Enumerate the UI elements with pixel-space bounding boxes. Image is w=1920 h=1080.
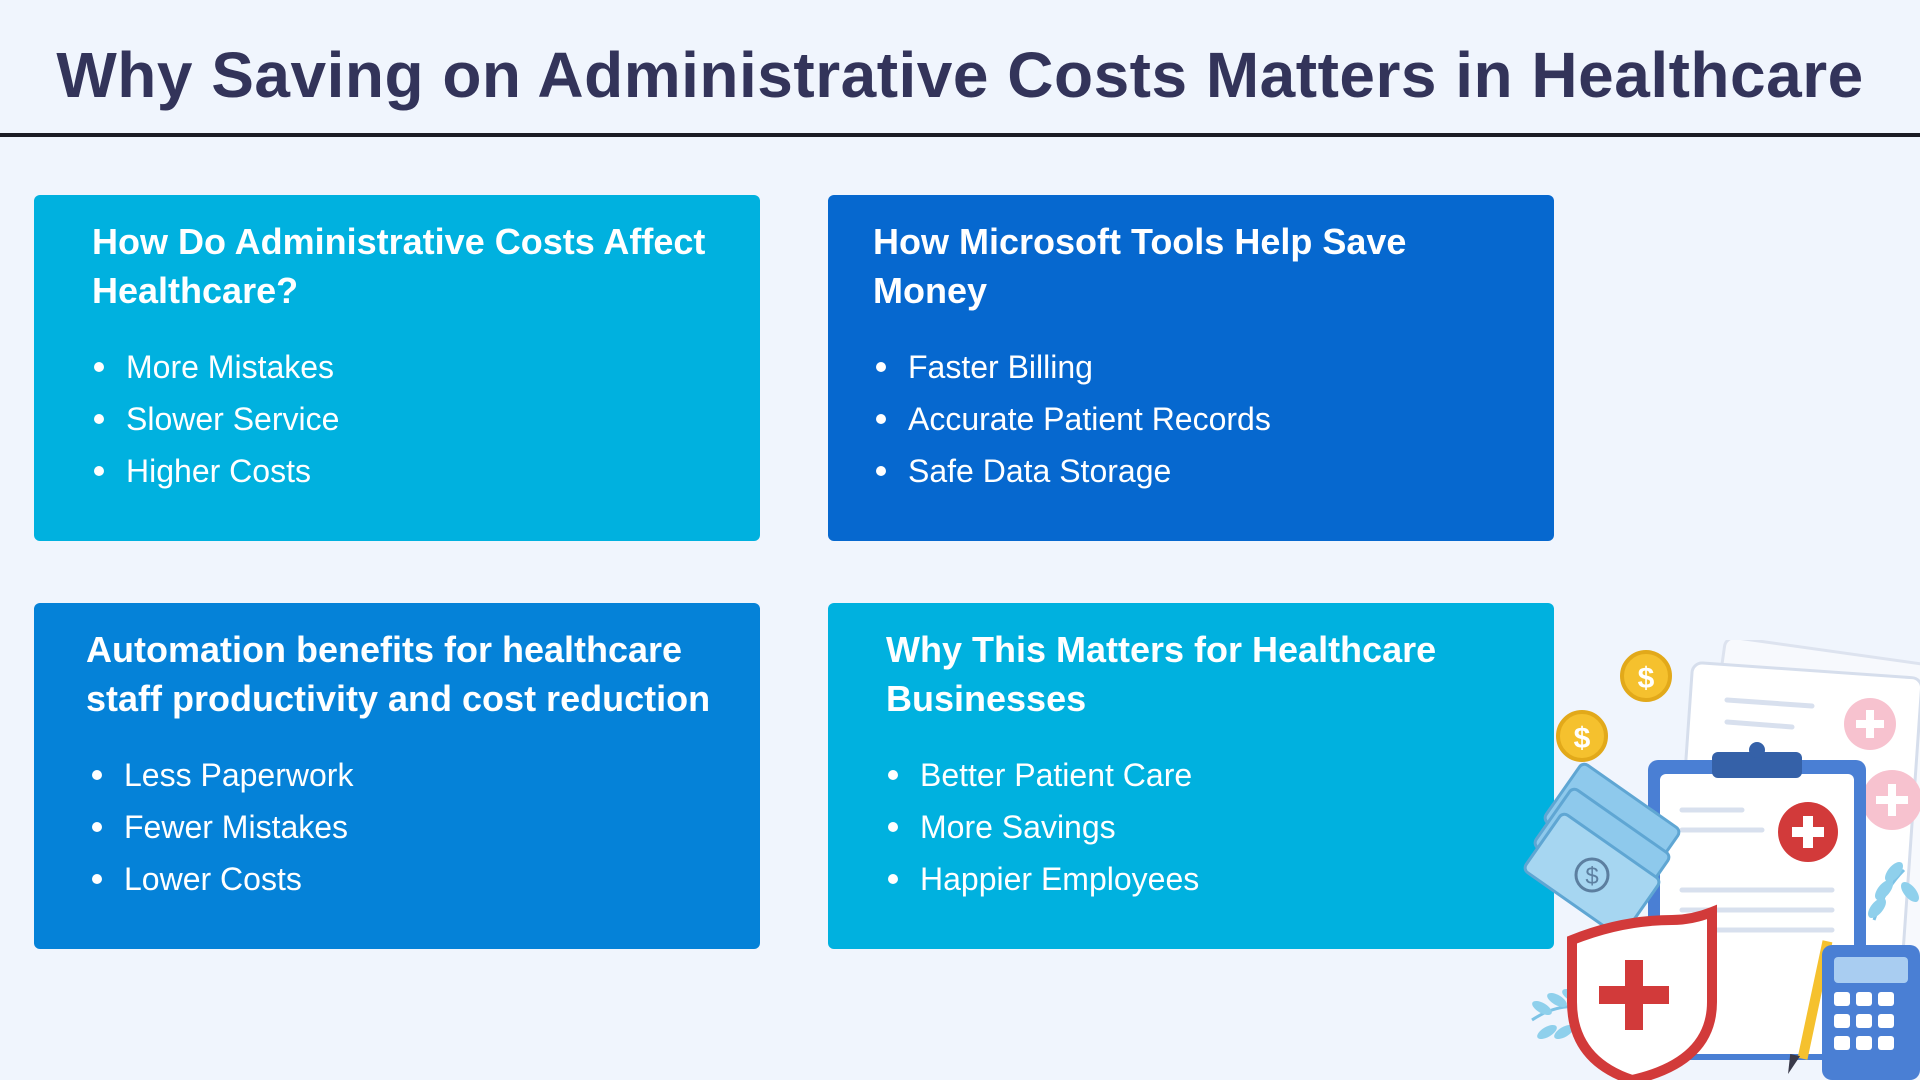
list-item-label: Fewer Mistakes xyxy=(124,808,349,845)
svg-text:$: $ xyxy=(1638,662,1655,695)
bullet-icon xyxy=(888,874,898,884)
card-automation-benefits: Automation benefits for healthcare staff… xyxy=(34,603,760,949)
list-item: Safe Data Storage xyxy=(876,445,1271,497)
card-admin-costs-effects: How Do Administrative Costs Affect Healt… xyxy=(34,195,760,541)
card-heading: Why This Matters for Healthcare Business… xyxy=(886,629,1437,719)
bullet-icon xyxy=(888,770,898,780)
bullet-list: More Mistakes Slower Service Higher Cost… xyxy=(94,341,339,497)
bullet-list: Better Patient Care More Savings Happier… xyxy=(888,749,1199,905)
list-item-label: Slower Service xyxy=(126,400,340,437)
title-divider xyxy=(0,133,1920,137)
bullet-icon xyxy=(876,362,886,372)
list-item-label: More Savings xyxy=(920,808,1116,845)
list-item: Less Paperwork xyxy=(92,749,353,801)
list-item: Slower Service xyxy=(94,393,339,445)
card-why-it-matters: Why This Matters for Healthcare Business… xyxy=(828,603,1554,949)
calculator-icon xyxy=(1822,945,1920,1080)
list-item: Fewer Mistakes xyxy=(92,801,353,853)
list-item-label: Accurate Patient Records xyxy=(908,400,1271,437)
list-item: Better Patient Care xyxy=(888,749,1199,801)
bullet-icon xyxy=(876,414,886,424)
medical-cross-icon xyxy=(1778,802,1838,862)
dollar-coin-icon: $ $ xyxy=(1556,650,1672,762)
svg-text:$: $ xyxy=(1585,863,1598,890)
bullet-icon xyxy=(92,874,102,884)
card-heading: How Do Administrative Costs Affect Healt… xyxy=(92,221,706,311)
list-item: Happier Employees xyxy=(888,853,1199,905)
list-item: Faster Billing xyxy=(876,341,1271,393)
list-item-label: Safe Data Storage xyxy=(908,452,1172,489)
bullet-icon xyxy=(94,466,104,476)
shield-icon xyxy=(1567,904,1717,1080)
list-item-label: More Mistakes xyxy=(126,348,335,385)
bullet-icon xyxy=(94,414,104,424)
bullet-icon xyxy=(92,822,102,832)
bullet-icon xyxy=(94,362,104,372)
bullet-icon xyxy=(876,466,886,476)
healthcare-finance-illustration: $ $ $ xyxy=(1523,640,1920,1080)
list-item-label: Happier Employees xyxy=(920,860,1200,897)
list-item-label: Less Paperwork xyxy=(124,756,354,793)
bullet-icon xyxy=(92,770,102,780)
list-item-label: Better Patient Care xyxy=(920,756,1193,793)
list-item: Higher Costs xyxy=(94,445,339,497)
list-item: More Savings xyxy=(888,801,1199,853)
list-item: Lower Costs xyxy=(92,853,353,905)
list-item: Accurate Patient Records xyxy=(876,393,1271,445)
card-heading: Automation benefits for healthcare staff… xyxy=(86,629,711,719)
card-microsoft-tools: How Microsoft Tools Help Save Money Fast… xyxy=(828,195,1554,541)
list-item: More Mistakes xyxy=(94,341,339,393)
card-heading: How Microsoft Tools Help Save Money xyxy=(873,221,1407,311)
svg-text:$: $ xyxy=(1574,722,1591,755)
bullet-list: Faster Billing Accurate Patient Records … xyxy=(876,341,1271,497)
list-item-label: Faster Billing xyxy=(908,348,1093,385)
list-item-label: Higher Costs xyxy=(126,452,311,489)
list-item-label: Lower Costs xyxy=(124,860,302,897)
bullet-list: Less Paperwork Fewer Mistakes Lower Cost… xyxy=(92,749,353,905)
page-title: Why Saving on Administrative Costs Matte… xyxy=(56,39,1864,111)
money-bills-icon: $ xyxy=(1523,762,1681,938)
bullet-icon xyxy=(888,822,898,832)
